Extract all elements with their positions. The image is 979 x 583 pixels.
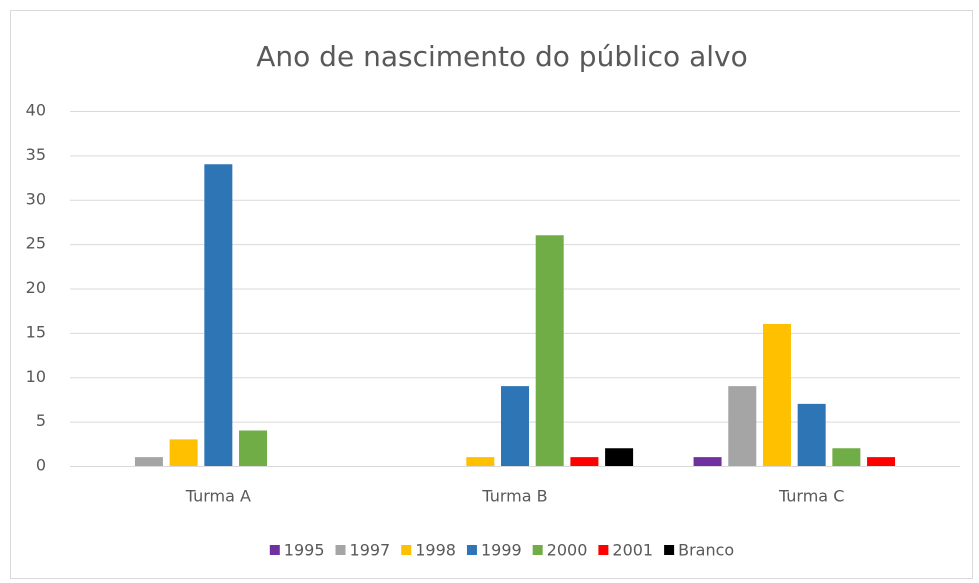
bar (169, 439, 198, 466)
bar (693, 457, 722, 466)
legend-swatch (598, 545, 609, 555)
legend-label: 2001 (612, 541, 653, 560)
legend-swatch (466, 545, 477, 555)
legend-swatch (532, 545, 543, 555)
y-tick-label: 35 (26, 145, 46, 164)
bar (605, 448, 634, 466)
bar (570, 457, 599, 466)
y-tick-label: 25 (26, 234, 46, 253)
legend-swatch (335, 545, 346, 555)
legend-label: 1995 (284, 541, 325, 560)
legend-swatch (664, 545, 675, 555)
y-tick-label: 0 (36, 456, 46, 475)
legend-label: 1999 (481, 541, 522, 560)
bar (535, 235, 564, 466)
legend-label: 1997 (350, 541, 391, 560)
legend-label: 2000 (547, 541, 588, 560)
y-tick-label: 20 (26, 278, 46, 297)
x-tick-label: Turma A (185, 487, 251, 506)
chart-title: Ano de nascimento do público alvo (256, 40, 747, 73)
bar (501, 386, 529, 466)
legend-label: Branco (678, 541, 734, 560)
y-tick-label: 10 (26, 367, 46, 386)
legend-label: 1998 (415, 541, 456, 560)
bar (762, 324, 791, 466)
bar (466, 457, 495, 466)
chart-frame (10, 10, 973, 579)
legend-swatch (269, 545, 280, 555)
bar (867, 457, 896, 466)
y-tick-label: 30 (26, 189, 46, 208)
bar (832, 448, 861, 466)
bar (134, 457, 163, 466)
y-tick-label: 15 (26, 322, 46, 341)
x-tick-label: Turma B (481, 487, 547, 506)
x-tick-label: Turma C (778, 487, 844, 506)
bar (797, 403, 826, 466)
bar (239, 430, 268, 466)
y-tick-label: 40 (26, 101, 46, 120)
bar (728, 386, 757, 466)
legend-swatch (401, 545, 412, 555)
y-tick-label: 5 (36, 411, 46, 430)
bar (204, 164, 233, 466)
